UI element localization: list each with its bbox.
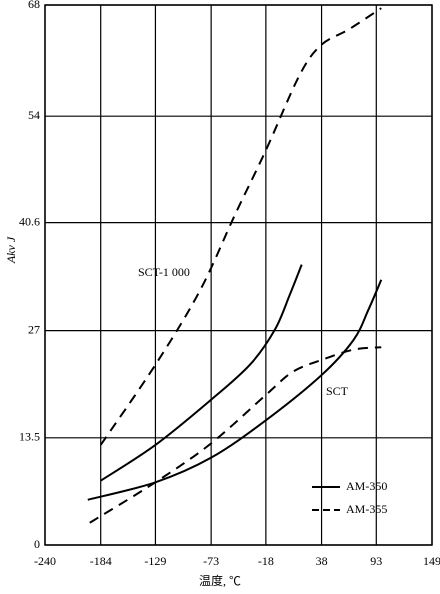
annotation: SCT <box>326 384 349 398</box>
x-tick-label: 93 <box>370 554 382 568</box>
x-tick-label: -240 <box>34 554 56 568</box>
y-tick-label: 0 <box>34 537 40 551</box>
legend-label: AM-355 <box>346 502 387 516</box>
line <box>100 264 303 482</box>
annotation: SCT-1 000 <box>138 265 190 279</box>
x-tick-label: 38 <box>316 554 328 568</box>
x-tick-label: -18 <box>258 554 274 568</box>
line <box>87 279 383 501</box>
y-tick-label: 27 <box>28 322 40 336</box>
y-tick-label: 13.5 <box>19 430 40 444</box>
x-tick-label: -129 <box>144 554 166 568</box>
x-tick-label: 149 <box>423 554 440 568</box>
y-tick-label: 68 <box>28 0 40 11</box>
x-axis-label: 温度, ℃ <box>199 573 241 588</box>
y-tick-label: 54 <box>28 108 40 122</box>
legend-label: AM-350 <box>346 479 387 493</box>
x-tick-label: -73 <box>203 554 219 568</box>
plot-frame <box>44 4 433 546</box>
x-tick-label: -184 <box>90 554 112 568</box>
y-tick-label: 40.6 <box>19 214 40 228</box>
y-axis-label: Akv J <box>4 236 18 264</box>
line <box>99 7 382 446</box>
line <box>89 346 382 524</box>
